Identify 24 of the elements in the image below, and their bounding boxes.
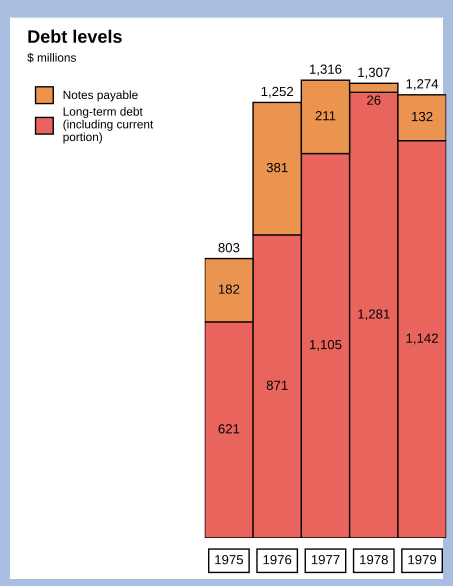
data-label: 211 xyxy=(316,111,336,120)
data-label: 871 xyxy=(266,380,288,390)
total-label: 1,307 xyxy=(358,68,390,79)
chart-title: Debt levels xyxy=(28,30,122,43)
data-label: 1,142 xyxy=(406,334,438,344)
total-label: 1,252 xyxy=(262,86,294,98)
total-label: 803 xyxy=(218,242,240,252)
legend-label: Long-term debt (including current portion) xyxy=(63,107,154,144)
data-label: 1,105 xyxy=(310,340,342,351)
data-label: 381 xyxy=(266,162,288,172)
data-label: 621 xyxy=(218,424,240,434)
total-label: 1,316 xyxy=(310,64,342,76)
data-label: 182 xyxy=(218,284,240,294)
data-label: 132 xyxy=(412,112,432,122)
x-tick-label: 1978 xyxy=(360,554,388,564)
x-tick-label: 1979 xyxy=(408,554,436,564)
data-label: 1,281 xyxy=(358,309,390,320)
x-tick-label: 1976 xyxy=(264,554,292,564)
x-tick-label: 1977 xyxy=(312,554,340,564)
text: $ millions xyxy=(27,52,76,62)
x-tick-label: 1975 xyxy=(215,554,244,564)
total-label: 1,274 xyxy=(406,79,438,90)
legend-label: Notes payable xyxy=(64,90,138,102)
data-label: 26 xyxy=(367,95,381,105)
